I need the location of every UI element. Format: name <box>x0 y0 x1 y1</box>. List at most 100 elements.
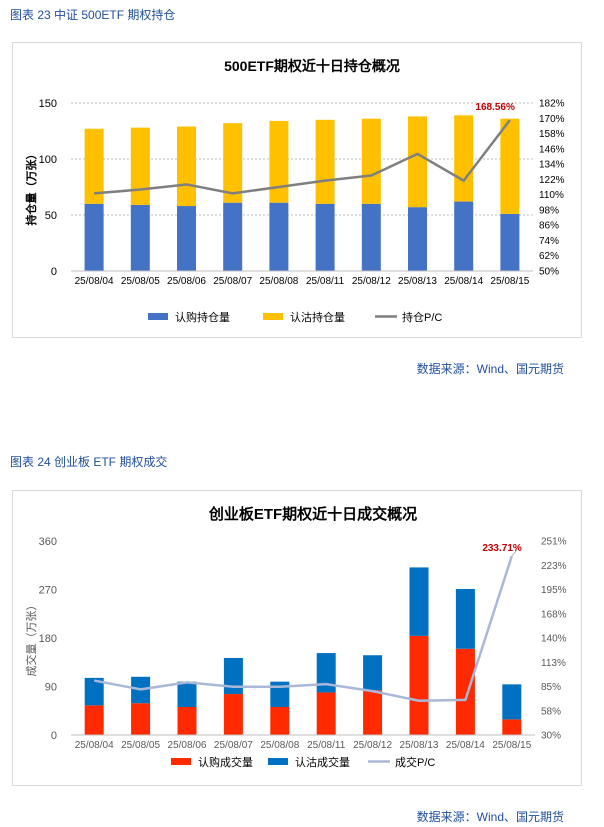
put-bar <box>84 128 104 204</box>
pc-ratio-annotation: 168.56% <box>475 102 515 113</box>
x-tick-label: 25/08/06 <box>167 276 206 287</box>
x-tick-label: 25/08/05 <box>121 276 160 287</box>
y2-tick-label: 86% <box>539 221 559 232</box>
put-bar <box>223 657 243 695</box>
y2-tick-label: 223% <box>541 561 567 572</box>
x-tick-label: 25/08/08 <box>259 276 298 287</box>
y2-tick-label: 110% <box>539 190 564 201</box>
y-tick-label: 0 <box>51 730 57 742</box>
put-bar <box>408 116 427 208</box>
x-tick-label: 25/08/15 <box>492 740 531 751</box>
call-bar <box>361 203 381 271</box>
chart-title: 创业板ETF期权近十日成交概况 <box>208 505 417 523</box>
call-bar <box>177 706 197 735</box>
y-tick-label: 50 <box>45 210 57 222</box>
x-tick-label: 25/08/04 <box>75 276 114 287</box>
legend-swatch <box>268 758 288 765</box>
legend-label: 认购成交量 <box>198 755 253 769</box>
y2-tick-label: 122% <box>539 175 565 186</box>
call-bar <box>500 213 520 271</box>
y-tick-label: 180 <box>39 633 57 645</box>
x-tick-label: 25/08/14 <box>444 276 483 287</box>
x-tick-label: 25/08/12 <box>353 740 392 751</box>
figure-23-source: 数据来源：Wind、国元期货 <box>416 362 564 376</box>
chart-title: 500ETF期权近十日持仓概况 <box>224 58 400 74</box>
y2-tick-label: 85% <box>541 682 561 693</box>
chart-box-2: 创业板ETF期权近十日成交概况 0 90 180 270 360 30% 58% 85% 113%… <box>12 490 582 786</box>
pc-ratio-line <box>93 119 511 195</box>
legend-swatch <box>263 313 283 320</box>
y2-tick-label: 98% <box>539 205 559 216</box>
put-bar <box>177 126 196 207</box>
legend-label: 认购持仓量 <box>175 310 230 324</box>
put-bar <box>454 115 474 202</box>
annotation-leader <box>511 549 518 557</box>
figure-24-caption: 图表 24 创业板 ETF 期权成交 <box>10 455 168 469</box>
call-bar <box>408 207 427 271</box>
y2-tick-label: 140% <box>541 634 567 645</box>
y2-tick-label: 50% <box>539 267 559 278</box>
x-tick-label: 25/08/13 <box>398 276 437 287</box>
chart-1-svg: 500ETF期权近十日持仓概况 0 50 100 150 50% 62% 74% 86% 98% 1… <box>24 58 565 324</box>
call-bar <box>131 703 151 735</box>
x-tick-label: 25/08/12 <box>352 276 391 287</box>
put-bar <box>363 655 383 691</box>
put-bar <box>84 677 104 706</box>
y2-tick-label: 168% <box>541 609 567 620</box>
y-axis-label: 成交量（万张） <box>24 600 38 677</box>
call-bar <box>84 705 104 735</box>
call-bar <box>315 203 335 271</box>
call-bar <box>502 719 522 735</box>
chart-box-1: 500ETF期权近十日持仓概况 0 50 100 150 50% 62% 74% 86% 98% 1… <box>12 42 582 338</box>
call-bar <box>223 202 243 271</box>
call-bar <box>84 203 104 271</box>
y-tick-label: 270 <box>39 585 57 597</box>
y2-tick-label: 182% <box>539 99 565 110</box>
pc-ratio-line <box>93 555 513 703</box>
y-tick-label: 0 <box>51 266 57 278</box>
y-tick-label: 360 <box>39 536 57 548</box>
put-bar <box>316 653 336 693</box>
y2-tick-label: 74% <box>539 236 559 247</box>
call-bar <box>270 706 290 735</box>
call-bar <box>409 635 429 735</box>
legend-label: 持仓P/C <box>402 310 442 324</box>
legend-label: 认沽成交量 <box>295 755 350 769</box>
x-tick-label: 25/08/04 <box>75 740 114 751</box>
chart-2-svg: 创业板ETF期权近十日成交概况 0 90 180 270 360 30% 58% 85% 113%… <box>24 505 567 769</box>
put-bar <box>177 681 197 707</box>
figure-23-caption: 图表 23 中证 500ETF 期权持仓 <box>10 8 176 22</box>
x-tick-label: 25/08/05 <box>121 740 160 751</box>
y2-tick-label: 62% <box>539 251 559 262</box>
put-bar <box>409 567 429 636</box>
pc-ratio-annotation: 233.71% <box>482 543 522 554</box>
put-bar <box>455 588 475 649</box>
legend-swatch <box>148 313 168 320</box>
put-bar <box>270 681 290 707</box>
x-tick-label: 25/08/07 <box>213 276 252 287</box>
y2-tick-label: 195% <box>541 585 567 596</box>
put-bar <box>315 119 335 204</box>
y2-tick-label: 251% <box>541 537 567 548</box>
x-tick-label: 25/08/08 <box>260 740 299 751</box>
call-bar <box>316 692 336 735</box>
call-bar <box>454 201 474 271</box>
legend-label: 成交P/C <box>395 755 435 769</box>
y-tick-label: 90 <box>45 682 57 694</box>
call-bar <box>363 690 383 735</box>
y2-tick-label: 146% <box>539 144 565 155</box>
put-bar <box>223 123 243 203</box>
put-bar <box>269 120 289 203</box>
y-tick-label: 150 <box>39 98 57 110</box>
figure-24-source: 数据来源：Wind、国元期货 <box>416 810 564 824</box>
y2-tick-label: 30% <box>541 731 561 742</box>
y-axis-label: 持仓量（万张） <box>24 149 38 226</box>
x-tick-label: 25/08/13 <box>400 740 439 751</box>
put-bar <box>502 684 522 720</box>
x-tick-label: 25/08/15 <box>490 276 529 287</box>
x-tick-label: 25/08/11 <box>306 276 345 287</box>
y2-tick-label: 113% <box>541 658 566 669</box>
y2-tick-label: 134% <box>539 160 565 171</box>
put-bar <box>361 118 381 204</box>
x-tick-label: 25/08/07 <box>214 740 253 751</box>
